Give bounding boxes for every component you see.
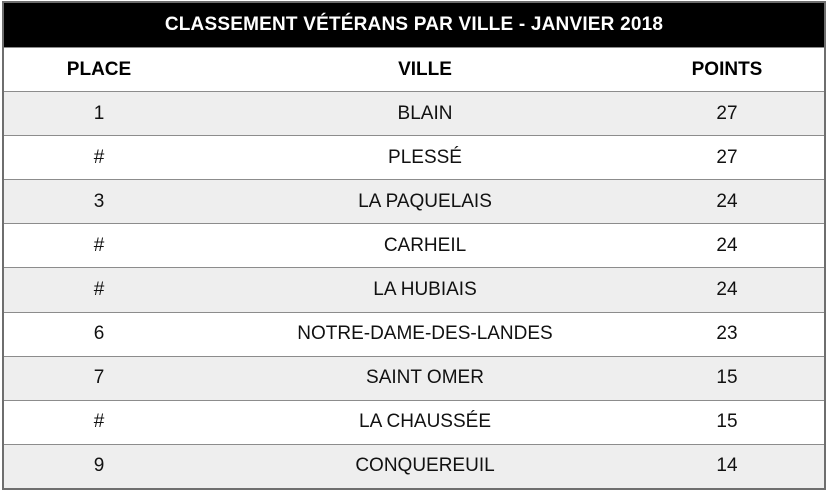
cell-points: 24 [716, 234, 738, 256]
cell-place: # [93, 234, 105, 256]
cell-ville: BLAIN [397, 102, 453, 124]
cell-points: 23 [716, 323, 738, 345]
cell-ville: CARHEIL [383, 234, 467, 256]
table-row: 3 LA PAQUELAIS 24 [4, 179, 824, 224]
cell-points: 24 [716, 278, 738, 300]
cell-place: 7 [93, 367, 105, 389]
column-header-points: POINTS [691, 58, 763, 80]
column-header-ville: VILLE [398, 58, 452, 80]
table-row: 1 BLAIN 27 [4, 91, 824, 136]
column-header-place: PLACE [66, 58, 132, 80]
cell-points: 27 [716, 102, 738, 124]
table-row: 6 NOTRE-DAME-DES-LANDES 23 [4, 311, 824, 356]
cell-ville: LA CHAUSSÉE [359, 411, 491, 433]
cell-place: # [93, 146, 105, 168]
cell-points: 15 [716, 411, 738, 433]
cell-place: # [93, 278, 105, 300]
cell-ville: LA HUBIAIS [373, 278, 477, 300]
cell-points: 27 [716, 146, 738, 168]
cell-place: 9 [93, 455, 105, 477]
table-title: CLASSEMENT VÉTÉRANS PAR VILLE - JANVIER … [4, 3, 824, 47]
cell-ville: SAINT OMER [366, 367, 484, 389]
table-row: 7 SAINT OMER 15 [4, 355, 824, 400]
table-row: # PLESSÉ 27 [4, 135, 824, 180]
table-row: # LA HUBIAIS 24 [4, 267, 824, 312]
table-row: 9 CONQUEREUIL 14 [4, 443, 824, 488]
cell-points: 15 [716, 367, 738, 389]
cell-place: 1 [93, 102, 105, 124]
cell-points: 14 [716, 455, 738, 477]
cell-place: # [93, 411, 105, 433]
table-row: # CARHEIL 24 [4, 223, 824, 268]
cell-ville: NOTRE-DAME-DES-LANDES [297, 323, 553, 345]
cell-place: 6 [93, 323, 105, 345]
cell-ville: LA PAQUELAIS [358, 190, 492, 212]
table-row: # LA CHAUSSÉE 15 [4, 399, 824, 444]
cell-ville: CONQUEREUIL [355, 455, 495, 477]
cell-ville: PLESSÉ [388, 146, 462, 168]
cell-points: 24 [716, 190, 738, 212]
table-header-row: PLACE VILLE POINTS [4, 47, 824, 91]
cell-place: 3 [93, 190, 105, 212]
